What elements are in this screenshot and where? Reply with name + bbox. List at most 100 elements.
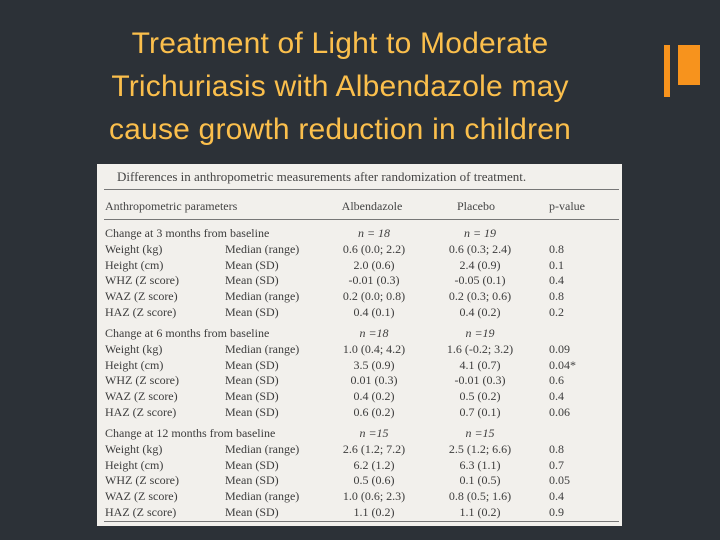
cell-statistic: Mean (SD) [225,389,279,404]
slide-title-line: Treatment of Light to Moderate [131,27,549,60]
cell-placebo: 6.3 (1.1) [459,457,501,472]
cell-p-value: 0.8 [549,289,564,304]
cell-p-value: 0.1 [549,257,564,272]
cell-statistic: Mean (SD) [225,273,279,288]
cell-statistic: Median (range) [225,341,300,356]
cell-p-value: 0.05 [549,473,570,488]
table-row: Height (cm) Mean (SD) 6.2 (1.2) 6.3 (1.1) 0.… [97,457,622,473]
cell-albendazole: 0.01 (0.3) [350,373,398,388]
table-row: Height (cm) Mean (SD) 3.5 (0.9) 4.1 (0.7) 0.… [97,357,622,373]
cell-statistic: Median (range) [225,489,300,504]
cell-statistic: Mean (SD) [225,457,279,472]
cell-p-value: 0.9 [549,505,564,519]
cell-placebo: 0.7 (0.1) [459,405,501,419]
header-placebo: Placebo [457,199,495,213]
table-rule-header [104,219,619,220]
cell-p-value: 0.8 [549,241,564,256]
cell-placebo: 0.4 (0.2) [459,305,501,319]
cell-placebo: 1.6 (-0.2; 3.2) [446,341,514,356]
cell-placebo: 0.1 (0.5) [459,473,501,488]
table-row: Weight (kg) Median (range) 2.6 (1.2; 7.2) 2… [97,441,622,457]
cell-albendazole: 2.6 (1.2; 7.2) [342,441,406,456]
cell-p-value: 0.06 [549,405,570,419]
section-row: Change at 3 months from baseline n = 18 n … [97,225,622,241]
cell-placebo: 2.4 (0.9) [459,257,501,272]
cell-parameter: Height (cm) [105,257,164,272]
slide-title: Treatment of Light to Moderate Trichuria… [40,22,640,151]
cell-p-value: 0.4 [549,489,564,504]
cell-albendazole: 0.4 (0.1) [353,305,395,319]
section-label: Change at 12 months from baseline [105,426,276,440]
cell-statistic: Mean (SD) [225,405,279,419]
table-row: WHZ (Z score) Mean (SD) 0.5 (0.6) 0.1 (0.5)… [97,472,622,488]
cell-albendazole: 6.2 (1.2) [353,457,395,472]
table-row: WHZ (Z score) Mean (SD) 0.01 (0.3) -0.01 (0… [97,372,622,388]
cell-statistic: Median (range) [225,241,300,256]
cell-parameter: Height (cm) [105,457,164,472]
cell-p-value: 0.4 [549,273,564,288]
cell-p-value: 0.4 [549,389,564,404]
table-rule-bottom [104,521,619,522]
cell-statistic: Mean (SD) [225,473,279,488]
table-caption: Differences in anthropometric measuremen… [117,169,527,184]
cell-albendazole: 1.1 (0.2) [353,505,395,519]
cell-parameter: WAZ (Z score) [105,489,178,504]
header-parameters: Anthropometric parameters [105,199,238,213]
cell-parameter: WHZ (Z score) [105,373,179,388]
table-row: Weight (kg) Median (range) 1.0 (0.4; 4.2) 1… [97,341,622,357]
cell-p-value: 0.04* [549,357,576,372]
cell-placebo: 1.1 (0.2) [459,505,501,519]
cell-parameter: WAZ (Z score) [105,289,178,304]
cell-p-value: 0.2 [549,305,564,319]
header-p-value: p-value [549,199,585,213]
cell-placebo: 0.6 (0.3; 2.4) [448,241,512,256]
cell-statistic: Mean (SD) [225,357,279,372]
cell-placebo: 4.1 (0.7) [459,357,501,372]
cell-parameter: WHZ (Z score) [105,273,179,288]
cell-parameter: Weight (kg) [105,441,163,456]
section-n-placebo: n = 19 [463,226,497,240]
section-n-albendazole: n =15 [359,426,389,440]
decorative-bars-icon [664,45,716,97]
cell-albendazole: 0.5 (0.6) [353,473,395,488]
cell-albendazole: 0.6 (0.2) [353,405,395,419]
cell-albendazole: 0.2 (0.0; 0.8) [342,289,406,304]
cell-albendazole: 2.0 (0.6) [353,257,395,272]
decorative-bar [664,45,670,97]
cell-placebo: 0.5 (0.2) [459,389,501,404]
header-albendazole: Albendazole [341,199,403,213]
table-row: HAZ (Z score) Mean (SD) 1.1 (0.2) 1.1 (0.2)… [97,504,622,520]
section-n-placebo: n =19 [465,326,495,340]
slide-title-line: Trichuriasis with Albendazole may [111,70,569,103]
cell-statistic: Median (range) [225,441,300,456]
table-row: Height (cm) Mean (SD) 2.0 (0.6) 2.4 (0.9) 0.… [97,257,622,273]
cell-placebo: -0.01 (0.3) [454,373,506,388]
cell-albendazole: 1.0 (0.6; 2.3) [342,489,406,504]
section-label: Change at 6 months from baseline [105,326,270,340]
section-n-albendazole: n =18 [359,326,389,340]
cell-p-value: 0.09 [549,341,570,356]
cell-parameter: HAZ (Z score) [105,305,177,319]
cell-statistic: Mean (SD) [225,505,279,519]
cell-placebo: 0.2 (0.3; 0.6) [448,289,512,304]
cell-parameter: Height (cm) [105,357,164,372]
table-rule-top [104,189,619,190]
table-row: WHZ (Z score) Mean (SD) -0.01 (0.3) -0.05 (… [97,272,622,288]
table-row: HAZ (Z score) Mean (SD) 0.6 (0.2) 0.7 (0.1)… [97,404,622,420]
cell-parameter: Weight (kg) [105,241,163,256]
cell-albendazole: 0.4 (0.2) [353,389,395,404]
cell-albendazole: 1.0 (0.4; 4.2) [342,341,406,356]
section-n-albendazole: n = 18 [357,226,391,240]
section-n-placebo: n =15 [465,426,495,440]
table-row: WAZ (Z score) Median (range) 0.2 (0.0; 0.8… [97,288,622,304]
cell-parameter: WAZ (Z score) [105,389,178,404]
table-row: WAZ (Z score) Mean (SD) 0.4 (0.2) 0.5 (0.2)… [97,388,622,404]
cell-statistic: Mean (SD) [225,305,279,319]
slide-title-line: cause growth reduction in children [108,113,572,146]
cell-statistic: Mean (SD) [225,257,279,272]
cell-parameter: WHZ (Z score) [105,473,179,488]
cell-p-value: 0.8 [549,441,564,456]
section-label: Change at 3 months from baseline [105,226,270,240]
cell-statistic: Median (range) [225,289,300,304]
section-row: Change at 12 months from baseline n =15 n … [97,425,622,441]
